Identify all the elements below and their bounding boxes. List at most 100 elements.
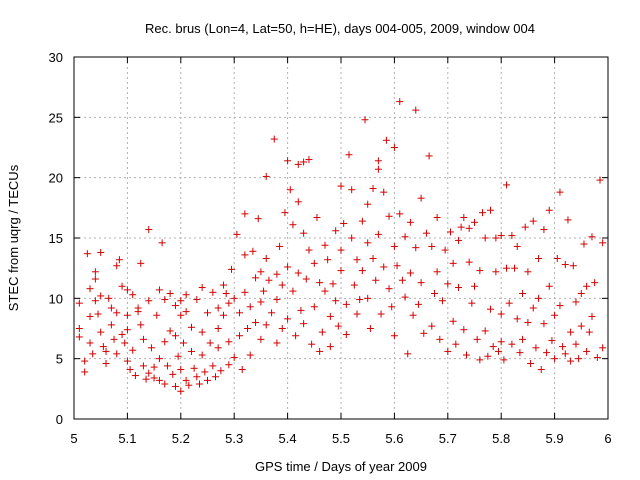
data-point [225, 338, 233, 346]
x-tick-label: 5.1 [118, 431, 136, 446]
data-point [577, 322, 585, 330]
data-point [75, 299, 83, 307]
chart-title: Rec. brus (Lon=4, Lat=50, h=HE), days 00… [145, 21, 535, 36]
data-point [388, 303, 396, 311]
data-point [147, 344, 155, 352]
x-axis-label: GPS time / Days of year 2009 [255, 459, 427, 474]
x-tick-label: 5.8 [492, 431, 510, 446]
data-point [340, 220, 348, 228]
data-point [348, 186, 356, 194]
x-tick-labels: 5 5.1 5.2 5.3 5.4 5.5 5.6 5.7 5.8 5.9 6 [70, 431, 611, 446]
data-point [353, 256, 361, 264]
data-point [97, 292, 105, 300]
data-point [300, 158, 308, 166]
data-point [123, 326, 131, 334]
data-point [273, 296, 281, 304]
data-point [110, 335, 118, 343]
data-point [503, 264, 511, 272]
data-point [465, 258, 473, 266]
data-point [409, 311, 417, 319]
data-point [94, 310, 102, 318]
data-point [316, 279, 324, 287]
data-point [305, 156, 313, 164]
data-point [545, 206, 553, 214]
data-point [524, 268, 532, 276]
data-point [289, 287, 297, 295]
data-point [273, 339, 281, 347]
data-point [377, 310, 385, 318]
data-point [481, 234, 489, 242]
x-tick-label: 5.2 [172, 431, 190, 446]
data-point [577, 290, 585, 298]
data-point [385, 285, 393, 293]
data-point [254, 215, 262, 223]
data-point [551, 311, 559, 319]
data-point [326, 312, 334, 320]
data-point [337, 267, 345, 275]
data-point [102, 359, 110, 367]
data-point [187, 323, 195, 331]
data-point [198, 328, 206, 336]
data-point [406, 269, 414, 277]
data-point [444, 347, 452, 355]
data-point [169, 370, 177, 378]
data-point [511, 264, 519, 272]
data-point [179, 339, 187, 347]
data-point [420, 329, 428, 337]
data-point [134, 308, 142, 316]
data-point [118, 331, 126, 339]
data-point [129, 346, 137, 354]
data-point [508, 232, 516, 240]
data-point [97, 328, 105, 336]
data-point [422, 229, 430, 237]
data-point [177, 366, 185, 374]
data-point [257, 268, 265, 276]
data-point [567, 328, 575, 336]
x-tick-label: 5.6 [385, 431, 403, 446]
data-point [289, 221, 297, 229]
data-point [599, 239, 607, 247]
data-point [452, 340, 460, 348]
data-point [257, 335, 265, 343]
data-point [476, 267, 484, 275]
data-point [292, 332, 300, 340]
data-point [177, 297, 185, 305]
data-point [350, 281, 358, 289]
y-tick-label: 0 [56, 412, 63, 427]
data-point [137, 259, 145, 267]
data-point [412, 244, 420, 252]
data-point [300, 320, 308, 328]
data-point [174, 352, 182, 360]
data-point [113, 350, 121, 358]
data-point [412, 106, 420, 114]
data-point [457, 223, 465, 231]
x-tick-label: 5.5 [332, 431, 350, 446]
data-point [246, 303, 254, 311]
data-point [102, 347, 110, 355]
data-point [487, 305, 495, 313]
data-point [209, 362, 217, 370]
data-point [294, 269, 302, 277]
data-point [310, 259, 318, 267]
data-point [278, 325, 286, 332]
data-point [396, 98, 404, 106]
data-point [97, 248, 105, 256]
data-point [449, 317, 457, 325]
data-point [591, 279, 599, 287]
data-point [294, 198, 302, 206]
data-point [302, 275, 310, 283]
data-point [380, 188, 388, 196]
data-point [273, 270, 281, 278]
data-point [107, 321, 115, 329]
data-point [516, 349, 524, 357]
data-point [326, 343, 334, 351]
y-axis-label: STEC from uqrg / TECUs [6, 164, 21, 311]
data-point [436, 335, 444, 343]
data-point [358, 267, 366, 275]
data-point [214, 344, 222, 352]
data-point [460, 213, 468, 221]
data-point [270, 135, 278, 143]
data-point [337, 246, 345, 254]
data-point [222, 290, 230, 298]
data-point [369, 255, 377, 263]
